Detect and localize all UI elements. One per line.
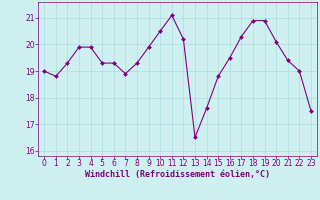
X-axis label: Windchill (Refroidissement éolien,°C): Windchill (Refroidissement éolien,°C): [85, 170, 270, 179]
